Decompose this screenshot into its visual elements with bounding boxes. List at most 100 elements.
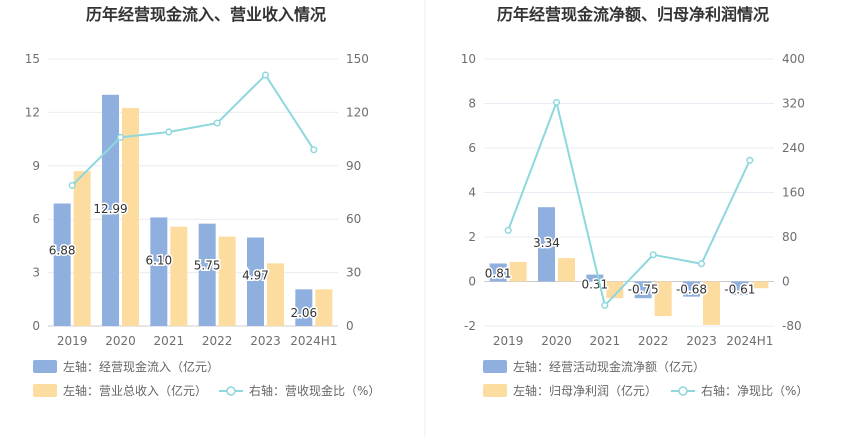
chart-panel-left: 历年经营现金流入、营业收入情况0369121503060901201502019…: [25, 5, 381, 398]
bar-secondary: [267, 263, 284, 326]
legend-label: 左轴：营业总收入（亿元）: [63, 383, 207, 398]
legend-label: 左轴：经营活动现金流净额（亿元）: [513, 359, 705, 374]
bar-secondary: [751, 281, 769, 289]
right-axis-tick-label: 240: [782, 141, 805, 155]
right-axis-tick-label: 150: [346, 52, 369, 66]
bar-data-label: 0.31: [581, 278, 608, 292]
left-axis-tick-label: 9: [32, 159, 40, 173]
right-axis-tick-label: 90: [346, 159, 361, 173]
bar-primary: [683, 281, 700, 297]
bar-primary: [295, 289, 313, 326]
right-axis-tick-label: 30: [346, 266, 361, 280]
line-point: [261, 71, 270, 79]
chart-title: 历年经营现金流入、营业收入情况: [86, 5, 326, 24]
line-series: [71, 73, 315, 187]
right-axis-tick-label: 400: [782, 52, 805, 66]
line-point: [697, 260, 706, 268]
legend-swatch: [483, 384, 507, 397]
line-point: [601, 301, 609, 309]
line-point: [213, 119, 221, 127]
bar-primary: [53, 203, 71, 326]
bar-data-label: 6.10: [145, 254, 172, 268]
line-point: [68, 181, 76, 189]
line-point: [746, 156, 754, 164]
x-axis-tick-label: 2024H1: [290, 334, 337, 348]
chart-title: 历年经营现金流净额、归母净利润情况: [497, 5, 769, 24]
x-axis-tick-label: 2021: [154, 334, 185, 348]
left-axis-tick-label: 12: [25, 105, 40, 119]
bar-secondary: [606, 281, 624, 299]
bar-data-label: -0.61: [724, 283, 755, 297]
right-axis-tick-label: -80: [782, 319, 802, 333]
bar-data-label: 3.34: [533, 236, 560, 250]
legend-line-marker: [226, 386, 236, 396]
legend-line-marker: [678, 386, 688, 396]
x-axis-tick-label: 2022: [202, 334, 233, 348]
bar-data-label: 6.88: [49, 244, 76, 258]
bar-secondary: [218, 236, 236, 326]
bar-data-label: 12.99: [93, 202, 127, 216]
left-axis-tick-label: -2: [464, 319, 476, 333]
line-point: [310, 146, 318, 154]
bar-secondary: [703, 281, 720, 325]
chart-panel-right: 历年经营现金流净额、归母净利润情况 -2 0 2 4 6 8 10 -80 0 80 160 240 32…: [461, 5, 809, 398]
bar-data-label: -0.75: [628, 283, 659, 297]
bar-secondary: [654, 281, 672, 316]
bar-secondary: [315, 289, 333, 326]
left-axis-tick-label: 6: [32, 212, 40, 226]
right-axis-tick-label: 60: [346, 212, 361, 226]
bar-data-label: -0.68: [676, 283, 707, 297]
legend-swatch: [483, 360, 507, 373]
bar-primary: [538, 207, 555, 282]
x-axis-tick-label: 2020: [105, 334, 136, 348]
left-axis-tick-label: 3: [32, 266, 40, 280]
bar-data-label: 2.06: [290, 306, 317, 320]
line-point: [552, 98, 561, 106]
left-axis-tick-label: 15: [25, 52, 40, 66]
right-axis-tick-label: 80: [782, 230, 797, 244]
left-axis-tick-label: 4: [468, 186, 476, 200]
line-series: [507, 98, 751, 308]
left-axis-tick-label: 8: [468, 97, 476, 111]
bar-secondary: [509, 261, 527, 282]
x-axis-tick-label: 2024H1: [726, 334, 773, 348]
bar-primary: [634, 281, 652, 299]
x-axis-tick-label: 2021: [590, 334, 621, 348]
left-axis-tick-label: 0: [468, 275, 476, 289]
right-axis-tick-label: 0: [346, 319, 354, 333]
bar-data-label: 0.81: [485, 266, 512, 280]
left-axis-tick-label: 10: [461, 52, 476, 66]
right-axis-tick-label: 120: [346, 105, 369, 119]
x-axis-tick-label: 2022: [638, 334, 669, 348]
bar-secondary: [170, 226, 188, 326]
bar-data-label: 5.75: [194, 258, 221, 272]
legend-swatch: [33, 360, 57, 373]
right-axis-tick-label: 160: [782, 186, 805, 200]
left-axis-tick-label: 2: [468, 230, 476, 244]
bar-primary: [586, 274, 604, 282]
right-axis-tick-label: 320: [782, 97, 805, 111]
x-axis-tick-label: 2023: [250, 334, 281, 348]
left-axis-tick-label: 0: [32, 319, 40, 333]
x-axis-tick-label: 2019: [57, 334, 88, 348]
legend-label: 右轴：营收现金比（%）: [249, 383, 380, 398]
legend-label: 右轴：净现比（%）: [701, 383, 808, 398]
bar-data-label: 4.97: [242, 268, 269, 282]
line-point: [649, 251, 657, 259]
line-point: [504, 226, 512, 234]
bar-secondary: [558, 258, 575, 282]
bar-primary: [150, 217, 168, 326]
legend-label: 左轴：经营现金流入（亿元）: [63, 359, 219, 374]
bar-primary: [198, 223, 216, 326]
x-axis-tick-label: 2020: [541, 334, 572, 348]
legend-swatch: [33, 384, 57, 397]
bar-primary: [247, 237, 264, 326]
x-axis-tick-label: 2023: [686, 334, 717, 348]
bar-primary: [731, 281, 749, 296]
x-axis-tick-label: 2019: [493, 334, 524, 348]
legend-label: 左轴：归母净利润（亿元）: [513, 383, 657, 398]
line-point: [165, 128, 173, 136]
left-axis-tick-label: 6: [468, 141, 476, 155]
bar-secondary: [122, 107, 139, 326]
